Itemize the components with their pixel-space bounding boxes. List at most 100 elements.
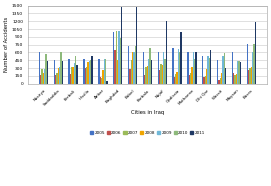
Bar xyxy=(164,59,166,84)
Bar xyxy=(117,60,118,84)
Bar xyxy=(128,46,129,84)
Bar xyxy=(240,62,241,84)
Bar xyxy=(218,80,220,84)
Bar xyxy=(174,77,175,84)
Bar xyxy=(54,60,55,84)
Bar xyxy=(172,48,174,84)
Bar xyxy=(163,52,164,84)
Bar xyxy=(162,65,163,84)
Bar xyxy=(175,74,176,84)
Bar xyxy=(151,60,152,84)
Bar xyxy=(129,69,131,84)
Bar xyxy=(238,61,240,84)
Bar xyxy=(193,52,194,84)
Bar xyxy=(189,75,190,84)
Bar xyxy=(157,52,159,84)
Bar xyxy=(46,54,47,84)
Bar xyxy=(134,46,136,84)
Bar xyxy=(249,68,251,84)
Bar xyxy=(76,65,78,84)
Y-axis label: Number of Accidents: Number of Accidents xyxy=(4,17,9,72)
Bar xyxy=(102,70,104,84)
Bar xyxy=(209,58,210,84)
Bar xyxy=(195,52,196,84)
Bar xyxy=(58,68,59,84)
Bar xyxy=(206,69,207,84)
Bar xyxy=(39,52,40,84)
Bar xyxy=(114,50,116,84)
Bar xyxy=(207,56,209,84)
Bar xyxy=(59,67,60,84)
Bar xyxy=(190,73,191,84)
Bar xyxy=(237,61,238,84)
Bar xyxy=(132,52,133,84)
Bar xyxy=(194,59,195,84)
Bar xyxy=(205,76,206,84)
Bar xyxy=(55,75,56,84)
Bar xyxy=(145,67,147,84)
Bar xyxy=(104,59,105,84)
Bar xyxy=(225,68,226,84)
Bar xyxy=(179,52,180,84)
Bar xyxy=(72,67,74,84)
Bar xyxy=(217,60,218,84)
Bar xyxy=(113,32,114,84)
Bar xyxy=(234,75,236,84)
X-axis label: Cities in Iraq: Cities in Iraq xyxy=(131,110,164,115)
Bar xyxy=(233,73,234,84)
Bar xyxy=(87,62,89,84)
Bar xyxy=(148,60,149,84)
Bar xyxy=(232,52,233,84)
Bar xyxy=(75,56,76,84)
Bar xyxy=(71,67,72,84)
Bar xyxy=(255,22,256,84)
Bar xyxy=(74,63,75,84)
Bar xyxy=(133,52,134,84)
Bar xyxy=(191,67,193,84)
Bar xyxy=(251,67,252,84)
Bar xyxy=(70,73,71,84)
Bar xyxy=(149,48,151,84)
Bar xyxy=(62,61,63,84)
Bar xyxy=(204,77,205,84)
Bar xyxy=(56,73,58,84)
Bar xyxy=(143,52,144,84)
Bar xyxy=(222,56,224,84)
Bar xyxy=(248,70,249,84)
Bar xyxy=(99,77,101,84)
Bar xyxy=(69,59,70,84)
Bar xyxy=(44,69,46,84)
Bar xyxy=(120,39,121,84)
Bar xyxy=(98,59,99,84)
Bar xyxy=(166,21,167,84)
Bar xyxy=(178,49,179,84)
Bar xyxy=(60,52,62,84)
Bar xyxy=(105,59,106,84)
Legend: 2005, 2006, 2007, 2008, 2009, 2010, 2011: 2005, 2006, 2007, 2008, 2009, 2010, 2011 xyxy=(88,129,207,136)
Bar xyxy=(221,73,222,84)
Bar xyxy=(176,72,178,84)
Bar xyxy=(224,53,225,84)
Bar xyxy=(202,56,204,84)
Bar xyxy=(253,44,255,84)
Bar xyxy=(106,81,108,84)
Bar xyxy=(121,7,122,84)
Bar xyxy=(180,32,182,84)
Bar xyxy=(90,60,91,84)
Bar xyxy=(40,75,41,84)
Bar xyxy=(41,69,43,84)
Bar xyxy=(91,56,93,84)
Bar xyxy=(236,74,237,84)
Bar xyxy=(247,44,248,84)
Bar xyxy=(187,52,189,84)
Bar xyxy=(159,70,160,84)
Bar xyxy=(160,64,162,84)
Bar xyxy=(118,31,120,84)
Bar xyxy=(85,68,86,84)
Bar xyxy=(136,7,137,84)
Bar xyxy=(43,73,44,84)
Bar xyxy=(131,60,132,84)
Bar xyxy=(252,52,253,84)
Bar xyxy=(144,75,145,84)
Bar xyxy=(89,61,90,84)
